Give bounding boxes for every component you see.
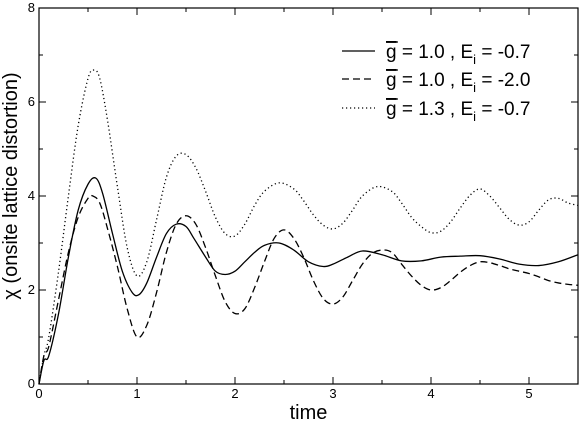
legend-text-b: = -2.0 <box>476 70 530 91</box>
legend-entry: g = 1.0 , Ei = -0.7 <box>386 42 530 67</box>
y-tick-label: 8 <box>28 0 35 15</box>
legend-entry: g = 1.0 , Ei = -2.0 <box>386 70 530 95</box>
legend-symbol-g: g <box>386 42 397 63</box>
x-tick-label: 1 <box>133 386 140 401</box>
x-tick-label: 3 <box>329 386 336 401</box>
legend-subscript: i <box>473 52 476 67</box>
y-tick-label: 0 <box>28 376 35 391</box>
plot-area <box>38 7 579 385</box>
y-tick-label: 4 <box>28 188 35 203</box>
legend-subscript: i <box>473 80 476 95</box>
legend-entry: g = 1.3 , Ei = -0.7 <box>386 99 530 124</box>
legend-text-b: = -0.7 <box>476 99 530 120</box>
x-axis-title: time <box>290 402 328 424</box>
x-tick-label: 5 <box>525 386 532 401</box>
ticks-layer: 0 1 2 3 4 5 0 2 4 6 8 <box>28 0 578 401</box>
legend-text-a: = 1.0 , E <box>397 42 474 63</box>
y-tick-label: 6 <box>28 94 35 109</box>
legend-text-b: = -0.7 <box>476 42 530 63</box>
series-line-dotted <box>38 69 579 385</box>
series-layer <box>38 69 579 385</box>
legend-symbol-g: g <box>386 70 397 91</box>
y-tick-label: 2 <box>28 282 35 297</box>
legend-text-a: = 1.3 , E <box>397 99 474 120</box>
plot-frame <box>38 7 579 385</box>
series-line-dashed <box>38 194 579 385</box>
x-tick-label: 2 <box>231 386 238 401</box>
series-line-solid <box>38 177 579 385</box>
x-tick-label: 4 <box>427 386 434 401</box>
legend-symbol-g: g <box>386 99 397 120</box>
y-axis-title: χ (onsite lattice distortion) <box>0 72 22 299</box>
x-tick-label: 0 <box>35 386 42 401</box>
legend-text-a: = 1.0 , E <box>397 70 474 91</box>
legend: g = 1.0 , Ei = -0.7g = 1.0 , Ei = -2.0g … <box>342 41 530 124</box>
legend-subscript: i <box>473 109 476 124</box>
